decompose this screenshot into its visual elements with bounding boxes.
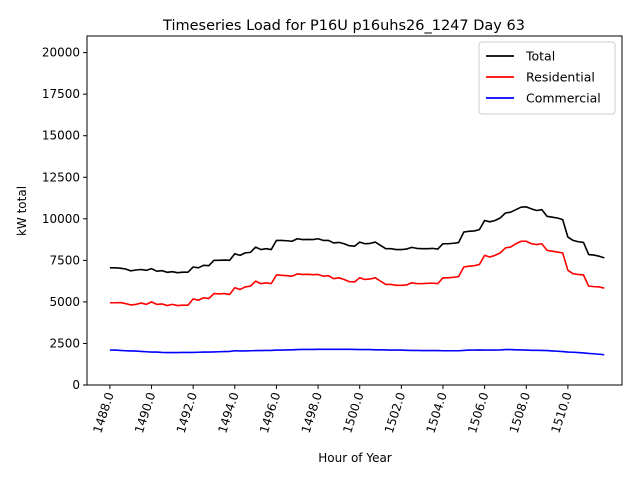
y-tick-label: 17500 — [42, 87, 80, 101]
series-line-total — [109, 206, 605, 274]
series-line-residential — [109, 240, 605, 307]
legend: Total Residential Commercial — [478, 41, 616, 115]
y-tick-label: 20000 — [42, 46, 80, 60]
plot-frame — [86, 35, 623, 386]
legend-box — [478, 41, 616, 115]
legend-label-total: Total — [525, 49, 555, 64]
y-tick-label: 5000 — [49, 295, 80, 309]
y-axis-label: kW total — [15, 186, 29, 236]
y-axis: 0 2500 5000 7500 10000 12500 15000 17500 20000 — [42, 46, 87, 392]
x-axis-label: Hour of Year — [318, 451, 392, 465]
y-tick-label: 0 — [72, 378, 80, 392]
legend-label-residential: Residential — [526, 70, 595, 85]
y-tick-label: 15000 — [42, 129, 80, 143]
chart-title: Timeseries Load for P16U p16uhs26_1247 D… — [162, 18, 525, 34]
series-group — [109, 206, 605, 356]
y-tick-label: 7500 — [49, 253, 80, 267]
series-line-commercial — [109, 348, 605, 356]
y-tick-label: 10000 — [42, 212, 80, 226]
y-tick-label: 2500 — [49, 336, 80, 350]
legend-label-commercial: Commercial — [526, 91, 601, 106]
y-tick-label: 12500 — [42, 170, 80, 184]
